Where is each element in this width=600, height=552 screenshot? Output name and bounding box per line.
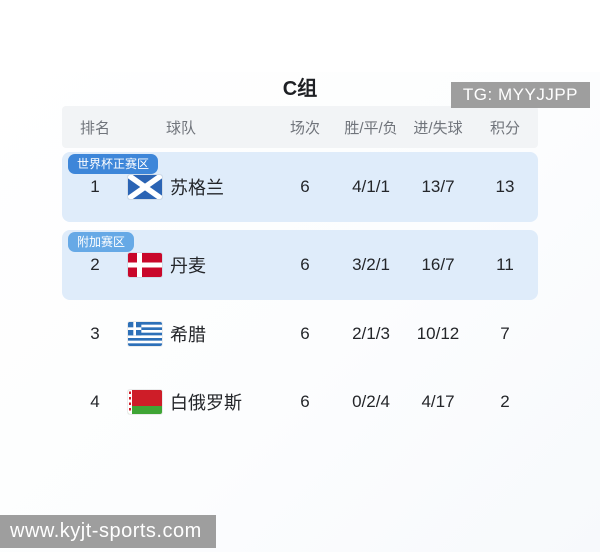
points-cell: 7 [500, 324, 510, 343]
table-header-row: 排名 球队 场次 胜/平/负 进/失球 积分 [62, 106, 538, 148]
team-cell: 丹麦 [128, 252, 272, 278]
wdl-cell: 4/1/1 [352, 177, 390, 196]
team-name: 苏格兰 [170, 178, 224, 198]
header-goals: 进/失球 [413, 119, 463, 137]
rank-cell: 2 [90, 255, 100, 274]
group-title: C组 [282, 78, 318, 100]
goals-cell: 4/17 [421, 392, 455, 411]
points-cell: 13 [495, 177, 515, 196]
denmark-flag [128, 253, 162, 277]
team-name: 希腊 [170, 325, 206, 345]
header-played: 场次 [289, 119, 320, 137]
team-name: 白俄罗斯 [170, 393, 242, 413]
site-watermark: www.kyjt-sports.com [0, 515, 216, 548]
header-points: 积分 [489, 119, 520, 137]
played-cell: 6 [300, 255, 310, 274]
standings-page: TG: MYYJJPP C组 排名 球队 场次 胜/平/负 进/失球 积分 世界… [0, 72, 600, 552]
header-team: 球队 [166, 119, 197, 137]
header-wdl: 胜/平/负 [344, 119, 398, 137]
team-name: 丹麦 [170, 256, 206, 276]
zone-badge: 附加赛区 [68, 232, 135, 252]
played-cell: 6 [300, 324, 310, 343]
belarus-flag [128, 390, 162, 414]
greece-flag [128, 322, 162, 346]
goals-cell: 16/7 [421, 255, 455, 274]
wdl-cell: 0/2/4 [352, 392, 390, 411]
played-cell: 6 [300, 177, 310, 196]
header-rank: 排名 [79, 119, 110, 137]
points-cell: 2 [500, 392, 510, 411]
played-cell: 6 [300, 392, 310, 411]
wdl-cell: 3/2/1 [352, 255, 390, 274]
team-cell: 苏格兰 [128, 174, 272, 200]
wdl-cell: 2/1/3 [352, 324, 390, 343]
team-cell: 白俄罗斯 [128, 389, 272, 415]
rank-cell: 4 [90, 392, 100, 411]
zone-badge: 世界杯正赛区 [68, 154, 159, 174]
rank-cell: 3 [90, 324, 100, 343]
points-cell: 11 [496, 255, 514, 274]
goals-cell: 13/7 [421, 177, 455, 196]
rank-cell: 1 [90, 177, 100, 196]
team-cell: 希腊 [128, 321, 272, 347]
table-row: 世界杯正赛区 1 苏格兰 6 4/1/1 13/7 13 [62, 152, 538, 222]
table-row: 附加赛区 2 丹麦 6 3/2/1 16/7 11 [62, 230, 538, 300]
table-row: 4 [62, 368, 538, 436]
standings-table: 排名 球队 场次 胜/平/负 进/失球 积分 世界杯正赛区 1 苏格兰 [62, 106, 538, 436]
goals-cell: 10/12 [416, 324, 460, 343]
scotland-flag [128, 175, 162, 199]
tg-watermark: TG: MYYJJPP [450, 82, 590, 108]
table-row: 3 [62, 300, 538, 368]
